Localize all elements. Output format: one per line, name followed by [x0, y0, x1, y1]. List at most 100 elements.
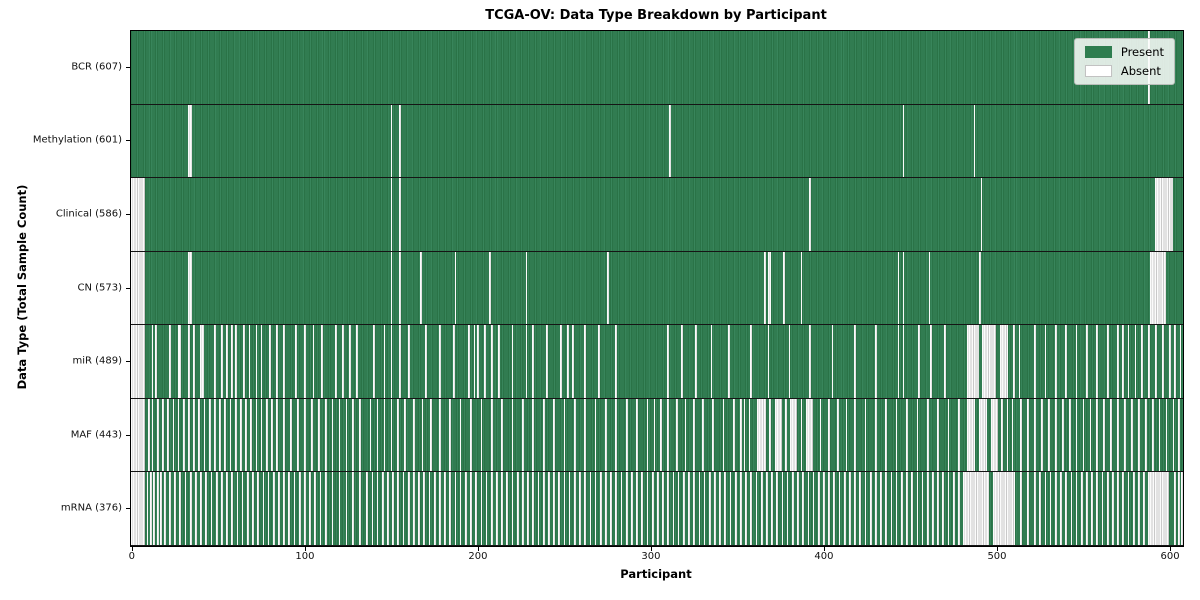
absent-stripe [459, 398, 462, 472]
absent-stripe [438, 472, 441, 546]
absent-stripe [148, 398, 151, 472]
absent-stripe [169, 325, 171, 398]
y-tick-label-MAF: MAF (443) [70, 429, 122, 441]
absent-stripe [338, 398, 341, 472]
absent-stripe [215, 472, 218, 546]
absent-stripe [304, 325, 306, 398]
absent-stripe [532, 398, 535, 472]
absent-stripe [359, 472, 362, 546]
absent-stripe [205, 472, 208, 546]
absent-stripe [1020, 398, 1023, 472]
absent-stripe [193, 325, 195, 398]
absent-stripe [823, 472, 825, 546]
absent-stripe [454, 251, 457, 325]
absent-stripe [468, 325, 471, 398]
absent-stripe [338, 472, 341, 546]
absent-stripe [156, 398, 159, 472]
absent-stripe [188, 104, 192, 178]
absent-stripe [151, 325, 154, 398]
absent-stripe [573, 472, 576, 546]
absent-stripe [433, 472, 436, 546]
absent-stripe [809, 178, 811, 251]
absent-stripe [745, 472, 747, 546]
absent-stripe [537, 472, 540, 546]
absent-stripe [1122, 325, 1125, 398]
absent-stripe [890, 472, 893, 546]
absent-stripe [283, 325, 285, 398]
absent-stripe [295, 325, 298, 398]
absent-stripe [163, 472, 166, 546]
absent-stripe [1027, 398, 1029, 472]
absent-stripe [864, 398, 867, 472]
absent-stripe [790, 398, 798, 472]
absent-stripe [676, 398, 678, 472]
absent-stripe [1158, 398, 1161, 472]
x-tick-label-600: 600 [1160, 551, 1180, 562]
absent-stripe [1127, 472, 1130, 546]
absent-stripe [584, 472, 587, 546]
absent-stripe [875, 325, 877, 398]
absent-stripe [1155, 178, 1173, 251]
absent-stripe [921, 472, 924, 546]
legend-absent-label: Absent [1120, 64, 1161, 78]
absent-stripe [734, 472, 737, 546]
y-tick-label-mRNA: mRNA (376) [60, 502, 122, 514]
absent-stripe [352, 398, 355, 472]
absent-stripe [177, 398, 180, 472]
absent-stripe [1110, 398, 1113, 472]
absent-stripe [1054, 398, 1057, 472]
absent-stripe [610, 472, 612, 546]
absent-stripe [620, 472, 623, 546]
absent-stripe [1049, 472, 1052, 546]
absent-stripe [966, 398, 976, 472]
absent-stripe [229, 398, 232, 472]
absent-stripe [200, 325, 202, 398]
absent-stripe [771, 472, 773, 546]
absent-stripe [475, 472, 478, 546]
absent-stripe [241, 472, 244, 546]
absent-stripe [800, 398, 803, 472]
absent-stripe [854, 325, 856, 398]
absent-stripe [459, 472, 462, 546]
absent-stripe [430, 398, 433, 472]
y-tick-mark [126, 287, 130, 289]
absent-stripe [836, 398, 839, 472]
chart-title: TCGA-OV: Data Type Breakdown by Particip… [485, 8, 827, 23]
absent-stripe [553, 472, 555, 546]
absent-stripe [942, 472, 945, 546]
absent-stripe [695, 325, 697, 398]
absent-stripe [188, 251, 192, 325]
absent-stripe [381, 472, 384, 546]
absent-stripe [1117, 398, 1119, 472]
absent-stripe [693, 472, 696, 546]
absent-stripe [359, 398, 362, 472]
absent-stripe [151, 398, 154, 472]
absent-stripe [271, 398, 273, 472]
absent-stripe [615, 472, 618, 546]
absent-stripe [260, 325, 263, 398]
absent-stripe [584, 398, 587, 472]
absent-stripe [1162, 325, 1164, 398]
absent-stripe [916, 398, 919, 472]
absent-stripe [195, 472, 197, 546]
absent-stripe [392, 472, 394, 546]
absent-stripe [527, 472, 529, 546]
absent-stripe [1101, 472, 1104, 546]
absent-stripe [402, 472, 405, 546]
absent-stripe [952, 472, 955, 546]
absent-stripe [978, 398, 988, 472]
absent-stripe [684, 398, 687, 472]
absent-stripe [349, 325, 351, 398]
absent-stripe [791, 472, 794, 546]
absent-stripe [483, 325, 486, 398]
absent-stripe [304, 472, 306, 546]
absent-stripe [880, 472, 882, 546]
absent-stripe [1080, 472, 1083, 546]
absent-stripe [653, 398, 656, 472]
absent-stripe [584, 325, 587, 398]
absent-stripe [485, 472, 488, 546]
absent-stripe [698, 472, 701, 546]
absent-stripe [805, 398, 813, 472]
absent-stripe [324, 472, 327, 546]
